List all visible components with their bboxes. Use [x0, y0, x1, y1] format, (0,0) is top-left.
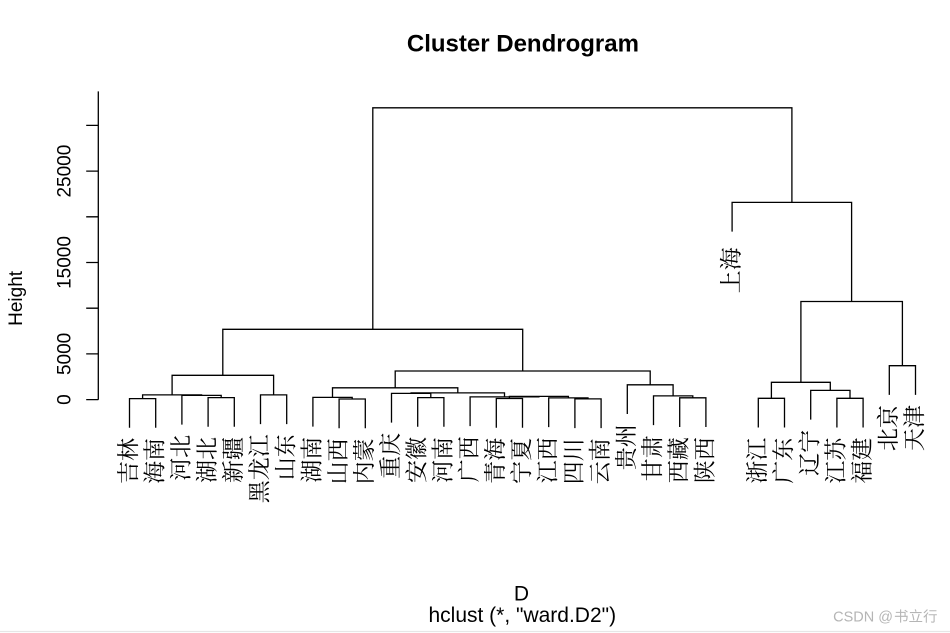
- svg-text:5000: 5000: [54, 333, 75, 375]
- svg-text:25000: 25000: [54, 145, 75, 198]
- svg-text:Height: Height: [6, 270, 27, 326]
- svg-text:CSDN @: CSDN @: [833, 610, 893, 626]
- svg-text:15000: 15000: [54, 236, 75, 289]
- svg-text:Cluster Dendrogram: Cluster Dendrogram: [407, 31, 639, 58]
- svg-text:D: D: [514, 582, 529, 605]
- svg-text:hclust (*, "ward.D2"): hclust (*, "ward.D2"): [428, 604, 616, 627]
- svg-text:0: 0: [54, 394, 75, 405]
